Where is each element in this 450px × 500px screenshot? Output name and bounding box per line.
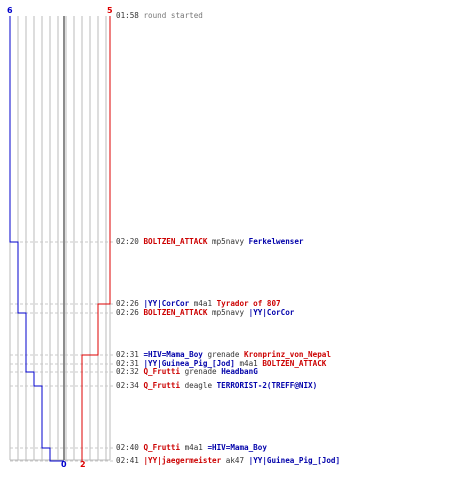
event-killer: BOLTZEN_ATTACK xyxy=(143,237,208,246)
event-weapon: m4a1 xyxy=(239,359,258,368)
event-time: 02:31 xyxy=(116,350,139,359)
event-time: 02:34 xyxy=(116,381,139,390)
event-note: round started xyxy=(143,11,203,20)
team-b-alive-line xyxy=(81,16,111,461)
event-weapon: mp5navy xyxy=(212,237,245,246)
event-victim: Ferkelwenser xyxy=(248,237,304,246)
event-weapon: grenade xyxy=(184,367,217,376)
event-time: 02:32 xyxy=(116,367,139,376)
team-a-end-count: 0 xyxy=(61,460,67,469)
event-victim: =HIV=Mama_Boy xyxy=(207,443,267,452)
team-a-alive-line xyxy=(9,16,64,462)
team-a-start-count: 6 xyxy=(7,6,13,15)
event-weapon: grenade xyxy=(207,350,240,359)
event-row: 02:20 BOLTZEN_ATTACK mp5navy Ferkelwense… xyxy=(116,237,304,246)
event-victim: |YY|Guinea_Pig_[Jod] xyxy=(248,456,341,465)
event-killer: Q_Frutti xyxy=(143,443,181,452)
event-victim: HeadbanG xyxy=(221,367,258,376)
event-victim: TERRORIST-2(TREFF@NIX) xyxy=(216,381,318,390)
event-row: 02:31 |YY|Guinea_Pig_[Jod] m4a1 BOLTZEN_… xyxy=(116,359,326,368)
event-victim: BOLTZEN_ATTACK xyxy=(262,359,327,368)
event-time: 02:41 xyxy=(116,456,139,465)
event-time: 02:26 xyxy=(116,308,139,317)
event-victim: |YY|CorCor xyxy=(248,308,295,317)
event-row: 02:26 |YY|CorCor m4a1 Tyrador of 807 xyxy=(116,299,281,308)
event-killer: |YY|Guinea_Pig_[Jod] xyxy=(143,359,235,368)
event-killer: Q_Frutti xyxy=(143,381,181,390)
event-killer: BOLTZEN_ATTACK xyxy=(143,308,208,317)
event-weapon: mp5navy xyxy=(212,308,245,317)
team-b-start-count: 5 xyxy=(107,6,113,15)
event-row: 01:58 round started xyxy=(116,11,203,20)
event-victim: Tyrador of 807 xyxy=(216,299,281,308)
event-killer: Q_Frutti xyxy=(143,367,181,376)
event-row: 02:26 BOLTZEN_ATTACK mp5navy |YY|CorCor xyxy=(116,308,294,317)
event-weapon: ak47 xyxy=(225,456,245,465)
event-time: 02:20 xyxy=(116,237,139,246)
event-row: 02:40 Q_Frutti m4a1 =HIV=Mama_Boy xyxy=(116,443,267,452)
event-killer: |YY|CorCor xyxy=(143,299,190,308)
event-weapon: m4a1 xyxy=(193,299,213,308)
event-time: 01:58 xyxy=(116,11,139,20)
event-weapon: deagle xyxy=(184,381,213,390)
team-b-end-count: 2 xyxy=(80,460,86,469)
event-weapon: m4a1 xyxy=(184,443,203,452)
event-time: 02:40 xyxy=(116,443,139,452)
event-row: 02:41 |YY|jaegermeister ak47 |YY|Guinea_… xyxy=(116,456,340,465)
event-victim: Kronprinz_von_Nepal xyxy=(244,350,331,359)
event-row: 02:34 Q_Frutti deagle TERRORIST-2(TREFF@… xyxy=(116,381,317,390)
event-killer: =HIV=Mama_Boy xyxy=(143,350,203,359)
event-row: 02:31 =HIV=Mama_Boy grenade Kronprinz_vo… xyxy=(116,350,331,359)
event-time: 02:26 xyxy=(116,299,139,308)
event-killer: |YY|jaegermeister xyxy=(143,456,222,465)
event-time: 02:31 xyxy=(116,359,139,368)
event-row: 02:32 Q_Frutti grenade HeadbanG xyxy=(116,367,258,376)
